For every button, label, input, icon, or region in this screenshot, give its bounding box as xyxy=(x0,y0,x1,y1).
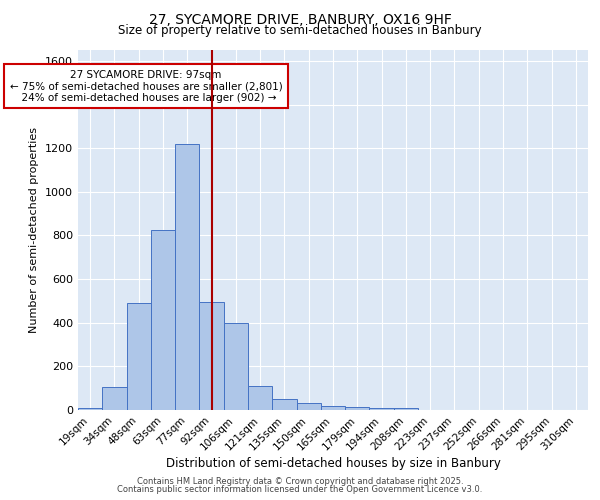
Bar xyxy=(151,230,175,410)
Bar xyxy=(248,386,272,410)
Bar xyxy=(102,387,127,410)
Bar xyxy=(272,399,296,410)
Text: Contains HM Land Registry data © Crown copyright and database right 2025.: Contains HM Land Registry data © Crown c… xyxy=(137,477,463,486)
Bar xyxy=(224,322,248,410)
Text: 27 SYCAMORE DRIVE: 97sqm
← 75% of semi-detached houses are smaller (2,801)
  24%: 27 SYCAMORE DRIVE: 97sqm ← 75% of semi-d… xyxy=(10,70,283,103)
Bar xyxy=(199,302,224,410)
Text: 27, SYCAMORE DRIVE, BANBURY, OX16 9HF: 27, SYCAMORE DRIVE, BANBURY, OX16 9HF xyxy=(149,12,451,26)
Bar xyxy=(321,406,345,410)
Bar xyxy=(370,408,394,410)
Text: Contains public sector information licensed under the Open Government Licence v3: Contains public sector information licen… xyxy=(118,485,482,494)
Bar xyxy=(394,408,418,410)
Text: Size of property relative to semi-detached houses in Banbury: Size of property relative to semi-detach… xyxy=(118,24,482,37)
X-axis label: Distribution of semi-detached houses by size in Banbury: Distribution of semi-detached houses by … xyxy=(166,458,500,470)
Y-axis label: Number of semi-detached properties: Number of semi-detached properties xyxy=(29,127,40,333)
Bar xyxy=(175,144,199,410)
Bar xyxy=(345,408,370,410)
Bar xyxy=(296,404,321,410)
Bar xyxy=(127,303,151,410)
Bar xyxy=(78,408,102,410)
